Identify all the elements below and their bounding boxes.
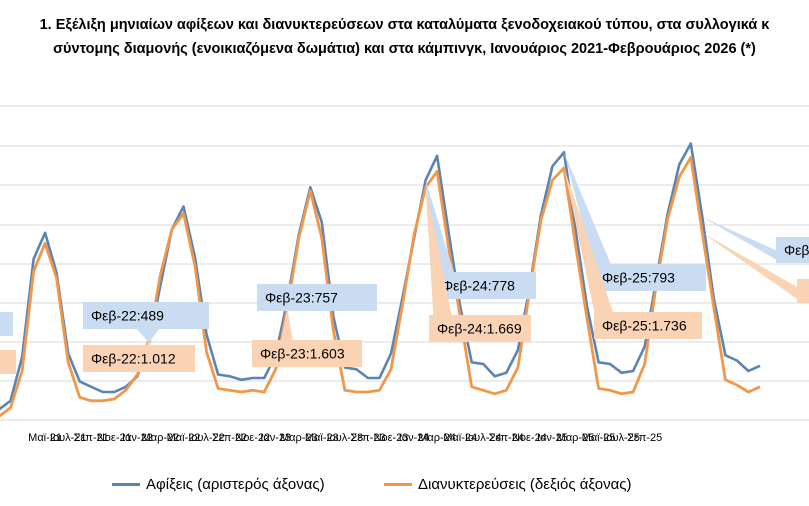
chart-title-line-1: 1. Εξέλιξη μηνιαίων αφίξεων και διανυκτε…: [39, 17, 770, 33]
legend-label-nights: Διανυκτερεύσεις (δεξιός άξονας): [418, 476, 632, 493]
x-tick-label-12: Μαϊ-23: [305, 432, 339, 444]
x-tick-label-1: Ιουλ-21: [50, 432, 87, 444]
data-label-5: Φεβ-24:1.669: [437, 321, 522, 337]
legend-item-nights: Διανυκτερεύσεις (δεξιός άξονας): [384, 476, 631, 493]
x-tick-label-23: Μαρ-25: [557, 432, 595, 444]
x-tick-label-19: Ιουλ-24: [465, 432, 502, 444]
label-box-2: [257, 284, 377, 311]
x-tick-label-4: Ιαν-22: [122, 432, 153, 444]
label-box-8: [776, 237, 809, 263]
label-pointer-0: [136, 329, 159, 343]
chart-title-line-2: σύντομης διαμονής (ενοικιαζόμενα δωμάτια…: [53, 41, 756, 57]
x-tick-label-7: Ιουλ-22: [188, 432, 225, 444]
x-tick-label-22: Ιαν-25: [537, 432, 568, 444]
legend-swatch-arrivals: [112, 483, 140, 486]
x-tick-label-15: Νοε-23: [374, 432, 409, 444]
label-box-6: [594, 264, 706, 291]
label-pointer-5: [425, 187, 457, 342]
label-box-3: [252, 340, 362, 367]
label-pointer-6: [564, 152, 622, 291]
x-tick-label-17: Μαρ-24: [418, 432, 456, 444]
label-box-4: [434, 272, 536, 299]
x-tick-label-0: Μαϊ-21: [28, 432, 62, 444]
label-pointer-7: [564, 168, 622, 339]
x-tick-label-24: Μαϊ-25: [582, 432, 616, 444]
legend-item-arrivals: Αφίξεις (αριστερός άξονας): [112, 476, 325, 493]
data-label-0: Φεβ-22:489: [91, 308, 164, 324]
legend-swatch-nights: [384, 483, 412, 486]
series-line-nights: [0, 156, 761, 418]
x-tick-label-14: Σεπ-23: [350, 432, 385, 444]
x-tick-label-6: Μαϊ-22: [167, 432, 201, 444]
label-box-9: [797, 279, 809, 303]
x-tick-label-9: Νοε-22: [235, 432, 270, 444]
label-box-7: [594, 312, 702, 339]
x-tick-label-18: Μαϊ-24: [443, 432, 477, 444]
x-tick-label-3: Νοε-21: [97, 432, 132, 444]
label-box-5: [429, 315, 531, 342]
data-label-2: Φεβ-23:757: [265, 290, 338, 306]
label-pointer-4: [425, 180, 462, 299]
data-label-1: Φεβ-22:1.012: [91, 351, 176, 367]
x-tick-label-8: Σεπ-22: [212, 432, 247, 444]
legend-label-arrivals: Αφίξεις (αριστερός άξονας): [146, 476, 325, 493]
x-tick-label-13: Ιουλ-23: [327, 432, 364, 444]
chart-title: 1. Εξέλιξη μηνιαίων αφίξεων και διανυκτε…: [0, 13, 809, 61]
x-tick-label-20: Σεπ-24: [489, 432, 524, 444]
label-pointer-8: [702, 217, 804, 263]
label-box-10: [0, 312, 13, 336]
data-label-6: Φεβ-25:793: [602, 270, 675, 286]
data-label-4: Φεβ-24:778: [442, 278, 515, 294]
series-line-arrivals: [0, 142, 761, 411]
x-tick-label-11: Μαρ-23: [280, 432, 318, 444]
data-label-3: Φεβ-23:1.603: [260, 346, 345, 362]
chart-legend: Αφίξεις (αριστερός άξονας) Διανυκτερεύσε…: [0, 476, 809, 498]
x-tick-label-2: Σεπ-21: [74, 432, 109, 444]
x-tick-label-25: Ιουλ-25: [603, 432, 640, 444]
x-tick-label-21: Νοε-24: [512, 432, 547, 444]
label-box-0: [83, 302, 209, 329]
x-tick-label-16: Ιαν-24: [399, 432, 430, 444]
label-pointer-9: [702, 232, 809, 303]
label-box-11: [0, 350, 16, 374]
data-label-8: Φεβ: [784, 242, 809, 258]
line-chart: Φεβ-22:489 Φεβ-22:1.012 Φεβ-23:757 Φεβ-23:1…: [0, 105, 809, 444]
x-tick-label-26: Σεπ-25: [627, 432, 662, 444]
x-tick-label-10: Ιαν-23: [260, 432, 291, 444]
data-label-7: Φεβ-25:1.736: [602, 318, 687, 334]
label-box-1: [83, 345, 195, 372]
x-tick-label-5: Μαρ-22: [142, 432, 180, 444]
